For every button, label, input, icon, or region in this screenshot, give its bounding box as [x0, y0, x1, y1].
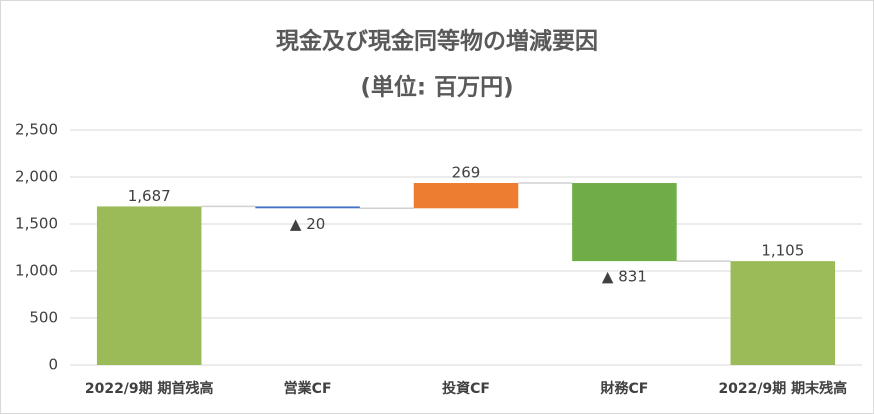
bar [96, 206, 202, 365]
y-tick-label: 1,000 [15, 262, 58, 280]
bar [255, 206, 360, 209]
y-tick-label: 2,000 [15, 168, 58, 186]
x-tick-label: 2022/9期 期首残高 [85, 380, 214, 397]
bar [572, 183, 677, 262]
x-tick-label: 投資CF [442, 380, 490, 397]
value-label: 1,105 [761, 242, 804, 260]
value-label: ▲ 831 [602, 268, 647, 286]
y-tick-label: 500 [29, 309, 58, 327]
value-label: ▲ 20 [290, 215, 325, 233]
chart-title: 現金及び現金同等物の増減要因 [276, 28, 598, 55]
y-tick-label: 0 [48, 356, 58, 374]
x-tick-label: 営業CF [284, 380, 332, 397]
chart-subtitle: (単位: 百万円) [360, 74, 513, 101]
y-tick-label: 1,500 [15, 215, 58, 233]
bar [730, 261, 836, 365]
x-tick-label: 財務CF [599, 380, 648, 397]
bar [413, 183, 519, 209]
value-label: 269 [452, 164, 481, 182]
y-tick-label: 2,500 [15, 121, 58, 139]
x-tick-label: 2022/9期 期末残高 [718, 380, 847, 397]
value-label: 1,687 [128, 187, 171, 205]
